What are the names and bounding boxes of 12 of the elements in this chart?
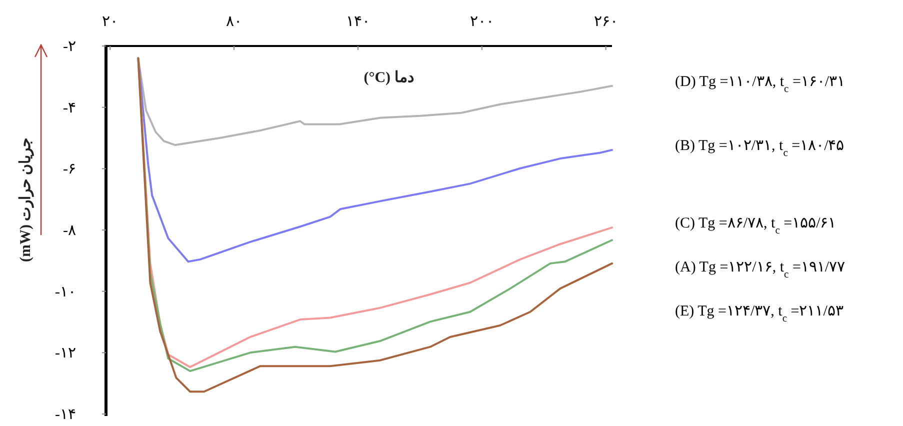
y-tick-label: -۴ — [63, 100, 76, 116]
x-tick-label: ۲۰ — [102, 14, 118, 30]
x-tick-label: ۲۰۰ — [470, 14, 494, 30]
y-tick-label: -۱۴ — [55, 407, 76, 423]
y-tick-label: -۲ — [63, 39, 76, 55]
x-tick-label: ۱۴۰ — [346, 14, 370, 30]
y-tick-label: -۶ — [63, 162, 76, 178]
y-tick-label: -۱۲ — [55, 346, 76, 362]
y-tick-label: -۱۰ — [55, 284, 76, 300]
y-tick-label: -۸ — [63, 223, 76, 239]
x-tick-label: ۲۶۰ — [594, 14, 618, 30]
x-tick-label: ۸۰ — [226, 14, 242, 30]
